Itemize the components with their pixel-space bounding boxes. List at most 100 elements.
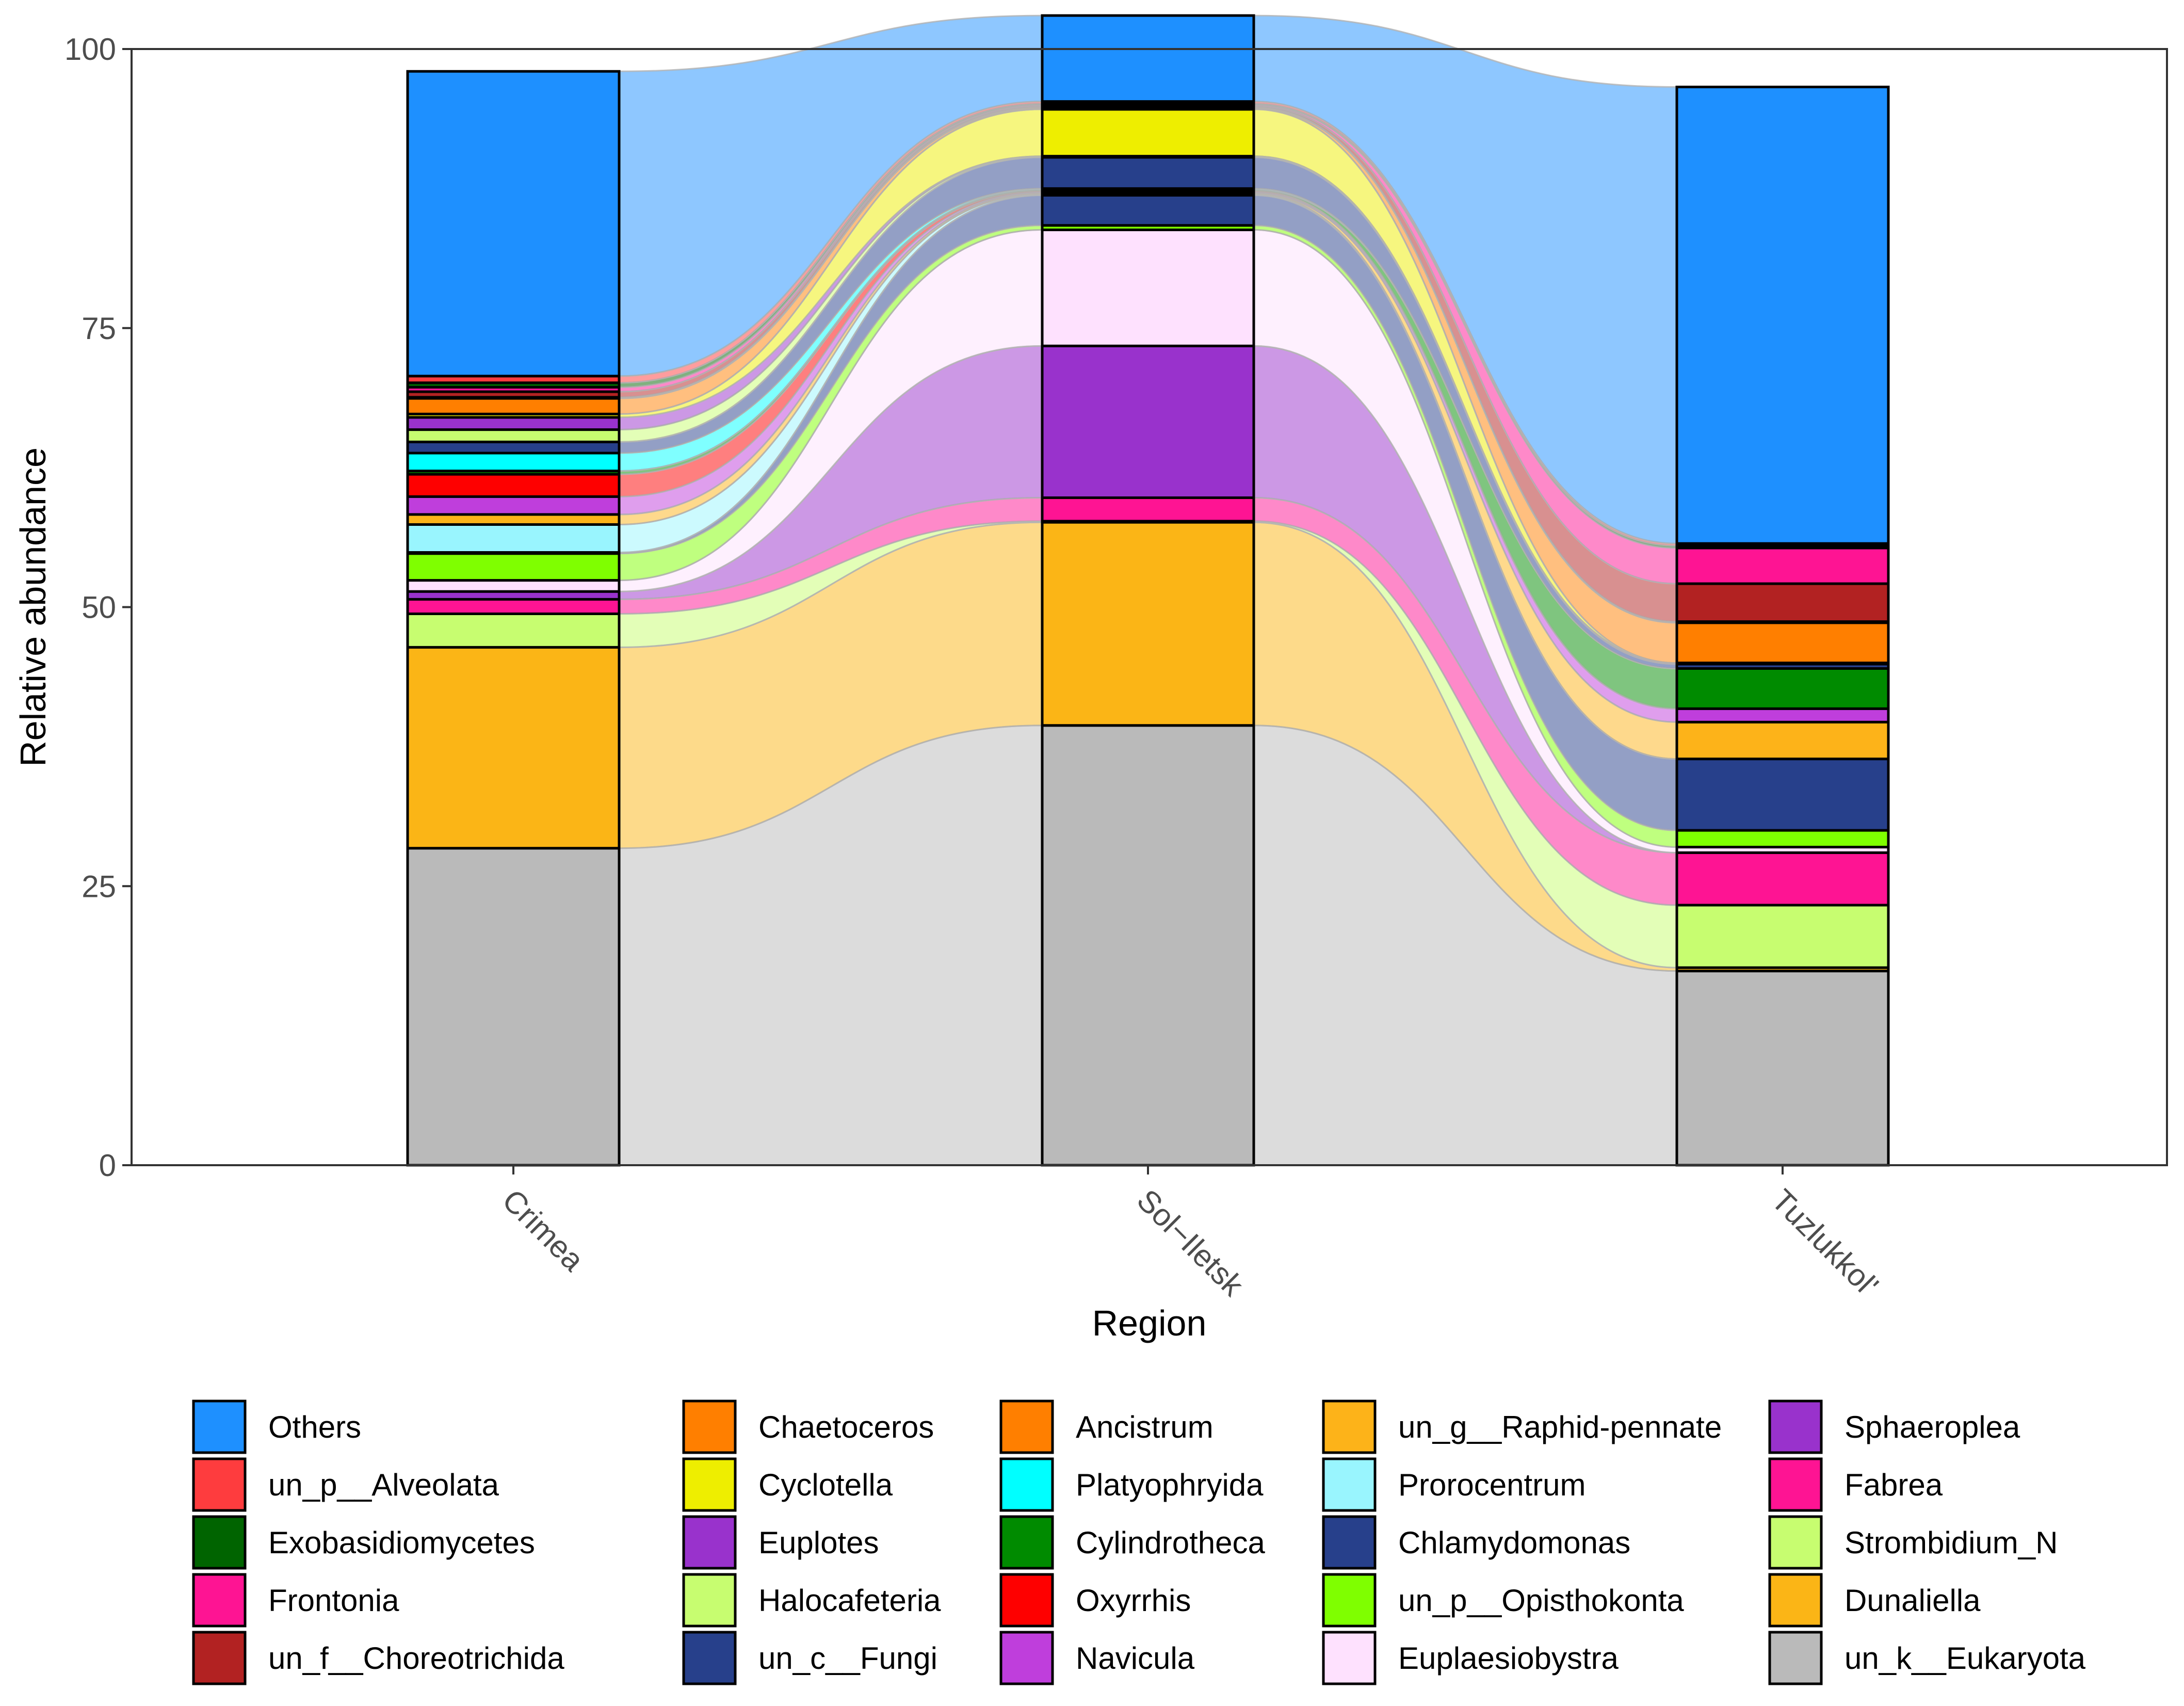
legend-label-euplotes: Euplotes	[758, 1525, 879, 1560]
legend-key-oxyrrhis	[999, 1573, 1054, 1628]
bar-segment-tuzlukkol-un-k-eukaryota	[1675, 970, 1890, 1167]
y-tick-label-0: 0	[99, 1148, 116, 1183]
x-axis: Crimea Sol−Iletsk Tuzlukkol'	[496, 1165, 1885, 1303]
flow-others-sol-iletsk-to-tuzlukkol	[1253, 14, 1678, 544]
bar-segment-crimea-prorocentrum	[406, 523, 621, 554]
legend-label-chaetoceros: Chaetoceros	[758, 1410, 934, 1444]
legend-key-un-g-raphid-pennate	[1322, 1399, 1377, 1454]
legend-key-euplaesiobystra	[1322, 1631, 1377, 1685]
bar-segment-crimea-platyophryida	[406, 452, 621, 473]
bar-segment-sol-iletsk-dunaliella	[1041, 521, 1255, 727]
legend-label-dunaliella: Dunaliella	[1845, 1583, 1981, 1618]
legend-key-strombidium-n	[1768, 1515, 1823, 1570]
legend-key-cyclotella	[682, 1457, 737, 1512]
legend-label-strombidium-n: Strombidium_N	[1845, 1525, 2058, 1560]
bar-segment-crimea-un-g-raphid-pennate	[406, 513, 621, 526]
bar-segment-crimea-navicula	[406, 495, 621, 516]
legend-key-un-c-fungi	[682, 1631, 737, 1685]
bar-segment-sol-iletsk-fabrea	[1041, 496, 1255, 523]
bar-segment-tuzlukkol-frontonia	[1675, 546, 1890, 585]
legend-key-sphaeroplea	[1768, 1399, 1823, 1454]
legend-key-ancistrum	[999, 1399, 1054, 1454]
bar-segment-crimea-un-p-opisthokonta	[406, 552, 621, 582]
y-tick-label-75: 75	[82, 311, 116, 346]
bar-segment-tuzlukkol-chaetoceros	[1675, 621, 1890, 665]
bar-segment-crimea-euplotes	[406, 416, 621, 431]
bar-segment-tuzlukkol-navicula	[1675, 707, 1890, 723]
legend-key-un-p-alveolata	[192, 1457, 247, 1512]
bar-segment-crimea-oxyrrhis	[406, 473, 621, 498]
bar-segment-tuzlukkol-fabrea	[1675, 851, 1890, 907]
legend-key-un-p-opisthokonta	[1322, 1573, 1377, 1628]
legend-key-frontonia	[192, 1573, 247, 1628]
bar-segment-crimea-un-c-fungi	[406, 440, 621, 455]
legend-key-halocafeteria	[682, 1573, 737, 1628]
bar-segment-tuzlukkol-un-p-opisthokonta	[1675, 829, 1890, 849]
bar-segment-sol-iletsk-cyclotella	[1041, 108, 1255, 158]
legend-key-fabrea	[1768, 1457, 1823, 1512]
legend-key-dunaliella	[1768, 1573, 1823, 1628]
legend-label-euplaesiobystra: Euplaesiobystra	[1398, 1641, 1619, 1676]
legend-label-exobasidiomycetes: Exobasidiomycetes	[268, 1525, 535, 1560]
legend-key-exobasidiomycetes	[192, 1515, 247, 1570]
legend-label-fabrea: Fabrea	[1845, 1468, 1943, 1502]
legend-key-un-k-eukaryota	[1768, 1631, 1823, 1685]
legend-key-prorocentrum	[1322, 1457, 1377, 1512]
y-axis: 0 25 50 75 100	[64, 32, 132, 1183]
flow-layer	[618, 14, 1678, 1166]
legend-label-un-p-alveolata: un_p__Alveolata	[268, 1468, 499, 1502]
bar-segment-crimea-un-k-eukaryota	[406, 847, 621, 1167]
y-tick-label-50: 50	[82, 590, 116, 625]
bar-segment-crimea-fabrea	[406, 598, 621, 615]
legend-label-chlamydomonas: Chlamydomonas	[1398, 1525, 1630, 1560]
y-tick-label-25: 25	[82, 869, 116, 904]
bar-segment-tuzlukkol-strombidium-n	[1675, 904, 1890, 969]
legend-label-prorocentrum: Prorocentrum	[1398, 1468, 1586, 1502]
bar-layer	[406, 14, 1890, 1167]
bar-segment-tuzlukkol-un-f-choreotrichida	[1675, 582, 1890, 623]
legend-key-chlamydomonas	[1322, 1515, 1377, 1570]
legend-label-halocafeteria: Halocafeteria	[758, 1583, 941, 1618]
legend-label-platyophryida: Platyophryida	[1076, 1468, 1264, 1502]
legend-label-un-g-raphid-pennate: un_g__Raphid-pennate	[1398, 1410, 1722, 1444]
bar-segment-crimea-chaetoceros	[406, 397, 621, 415]
bar-segment-sol-iletsk-un-c-fungi	[1041, 156, 1255, 190]
x-tick-label-tuzlukkol: Tuzlukkol'	[1765, 1183, 1885, 1303]
legend-label-others: Others	[268, 1410, 361, 1444]
y-axis-title: Relative abundance	[13, 447, 53, 767]
flow-others-crimea-to-sol-iletsk	[618, 14, 1043, 377]
legend-key-platyophryida	[999, 1457, 1054, 1512]
legend-key-cylindrotheca	[999, 1515, 1054, 1570]
legend-label-un-f-choreotrichida: un_f__Choreotrichida	[268, 1641, 564, 1676]
bar-segment-crimea-euplaesiobystra	[406, 579, 621, 593]
x-axis-title: Region	[1092, 1303, 1207, 1343]
legend-key-un-f-choreotrichida	[192, 1631, 247, 1685]
bar-segment-crimea-others	[406, 70, 621, 378]
bar-segment-sol-iletsk-sphaeroplea	[1041, 344, 1255, 500]
bar-segment-crimea-strombidium-n	[406, 612, 621, 649]
legend-label-frontonia: Frontonia	[268, 1583, 399, 1618]
bar-segment-tuzlukkol-un-g-raphid-pennate	[1675, 720, 1890, 761]
bar-segment-tuzlukkol-chlamydomonas	[1675, 758, 1890, 832]
legend-key-navicula	[999, 1631, 1054, 1685]
bar-segment-sol-iletsk-chlamydomonas	[1041, 194, 1255, 227]
legend-label-ancistrum: Ancistrum	[1076, 1410, 1214, 1444]
y-tick-label-100: 100	[64, 32, 116, 67]
legend-label-sphaeroplea: Sphaeroplea	[1845, 1410, 2020, 1444]
bar-segment-crimea-dunaliella	[406, 646, 621, 850]
bar-segment-tuzlukkol-others	[1675, 86, 1890, 545]
legend-label-un-p-opisthokonta: un_p__Opisthokonta	[1398, 1583, 1684, 1618]
bar-segment-tuzlukkol-cylindrotheca	[1675, 667, 1890, 710]
legend: Others un_p__Alveolata Exobasidiomycetes Fr…	[192, 1399, 2086, 1685]
x-tick-label-sol-iletsk: Sol−Iletsk	[1130, 1183, 1251, 1303]
legend-label-oxyrrhis: Oxyrrhis	[1076, 1583, 1191, 1618]
bar-segment-sol-iletsk-un-k-eukaryota	[1041, 724, 1255, 1167]
legend-label-cylindrotheca: Cylindrotheca	[1076, 1525, 1265, 1560]
x-tick-label-crimea: Crimea	[496, 1183, 591, 1278]
legend-label-un-c-fungi: un_c__Fungi	[758, 1641, 937, 1676]
bar-segment-crimea-halocafeteria	[406, 428, 621, 443]
legend-label-cyclotella: Cyclotella	[758, 1468, 893, 1502]
bar-segment-sol-iletsk-euplaesiobystra	[1041, 228, 1255, 347]
